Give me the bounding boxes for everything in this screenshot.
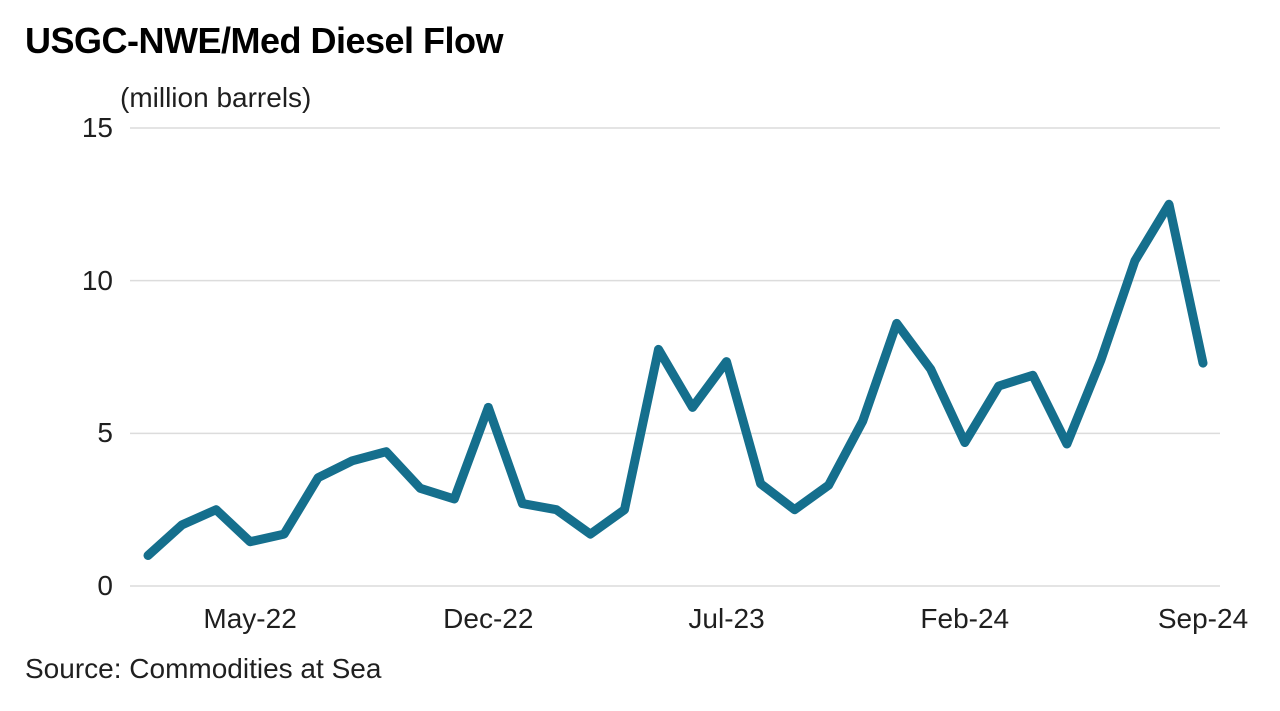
x-tick-label-sep-24: Sep-24 — [1157, 603, 1249, 634]
x-tick-label-feb-24: Feb-24 — [920, 603, 1010, 634]
diesel-flow-line — [143, 199, 1208, 560]
x-tick-label-dec-22: Dec-22 — [443, 603, 534, 634]
y-tick-label-5: 5 — [97, 417, 113, 449]
source-caption: Source: Commodities at Sea — [25, 653, 382, 684]
y-tick-label-15: 15 — [81, 112, 113, 143]
gridlines — [130, 127, 1220, 587]
chart-unit-label: (million barrels) — [120, 82, 312, 113]
y-tick-label-0: 0 — [97, 570, 113, 601]
x-tick-label-may-22: May-22 — [203, 603, 297, 634]
x-tick-label-jul-23: Jul-23 — [688, 603, 765, 634]
y-tick-label-10: 10 — [81, 264, 113, 296]
chart-title: USGC-NWE/Med Diesel Flow — [25, 20, 504, 61]
